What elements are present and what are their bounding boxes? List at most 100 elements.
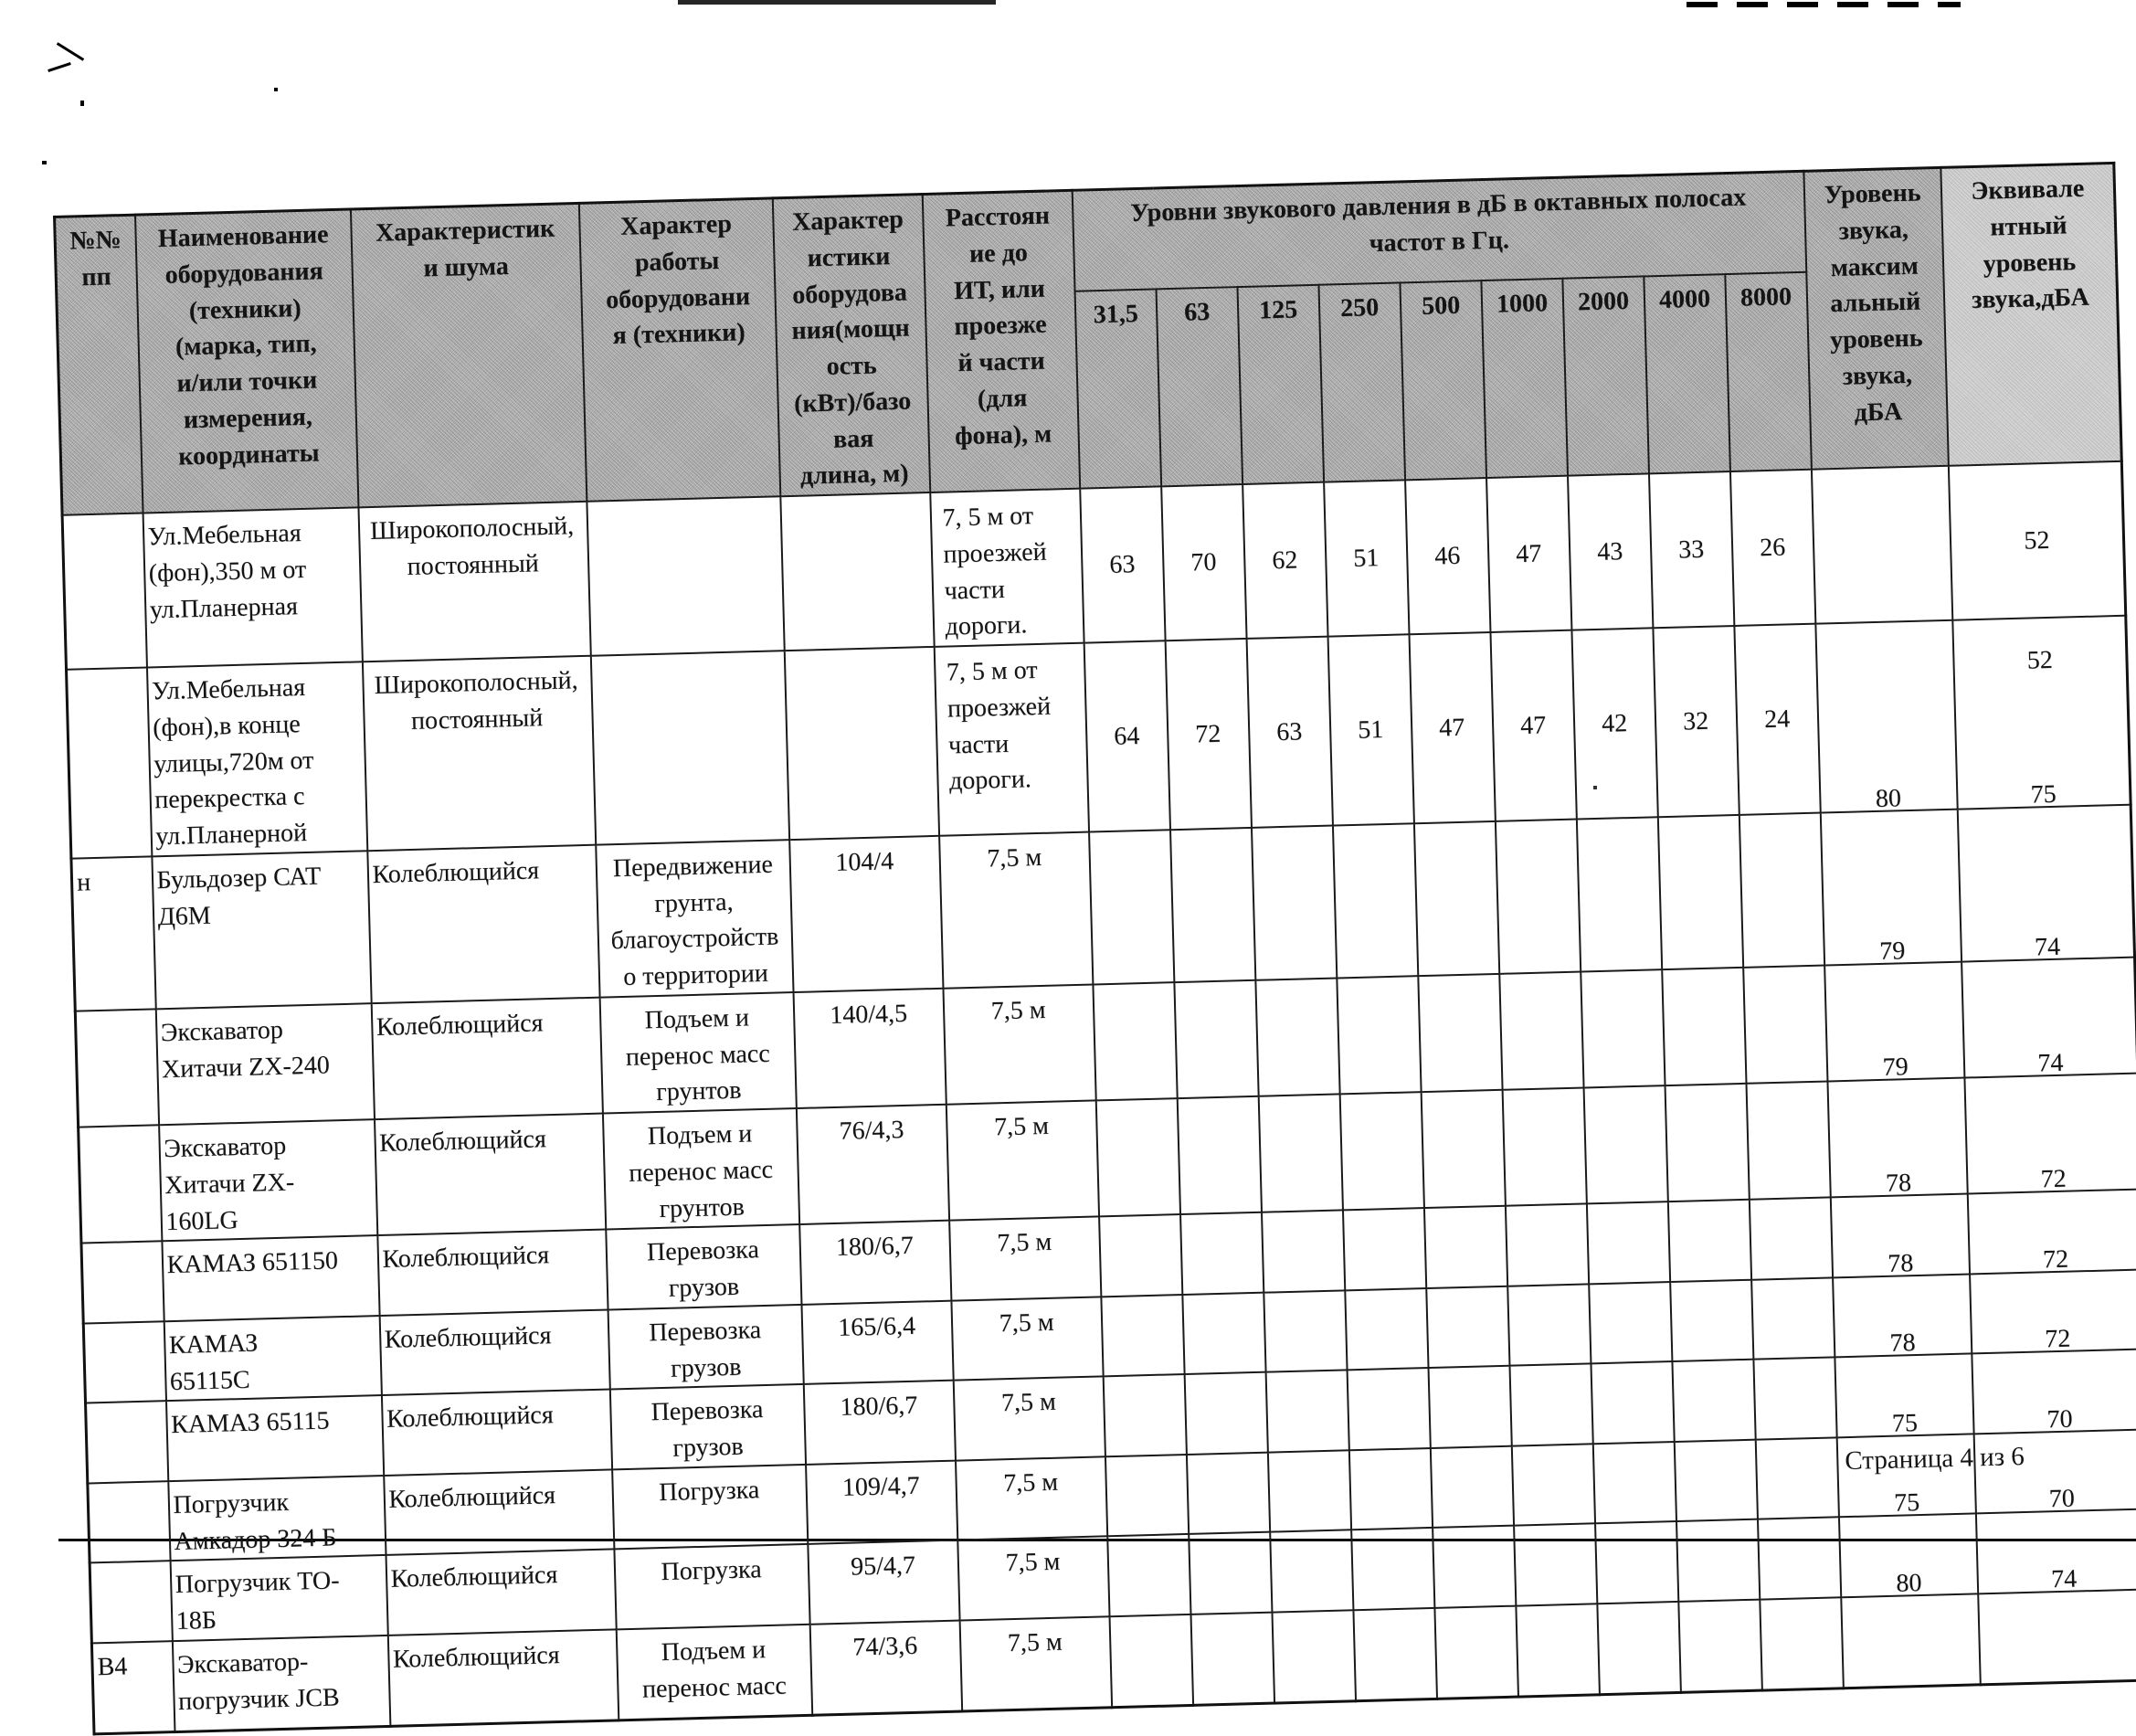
freq-cell (1181, 1292, 1266, 1375)
max-level-value: 78 (1889, 1328, 1916, 1359)
cell-name: Погрузчик Амкадор 324 Б (167, 1475, 386, 1561)
max-level-value: 78 (1885, 1169, 1912, 1199)
freq-cell (1742, 965, 1828, 1084)
freq-cell (1661, 967, 1746, 1086)
freq-cell (1263, 1290, 1348, 1372)
cell-eq-level: 74 (1977, 1564, 2136, 1686)
freq-cell (1342, 1208, 1426, 1291)
freq-cell (1271, 1610, 1356, 1704)
freq-cell (1757, 1517, 1841, 1600)
cell-equip-char (784, 646, 939, 840)
freq-cell (1423, 1206, 1507, 1288)
cell-name: Экскаватор Хитачи ZX- 160LG (158, 1119, 377, 1242)
freq-cell: 26 (1729, 469, 1815, 626)
cell-distance: 7,5 м (946, 1100, 1099, 1221)
cell-distance: 7,5 м (948, 1216, 1101, 1301)
freq-cell (1676, 1519, 1760, 1602)
freq-header: 31,5 (1074, 289, 1161, 489)
freq-cell (1495, 819, 1581, 974)
freq-cell: 47 (1486, 475, 1571, 632)
freq-cell (1511, 1444, 1595, 1526)
cell-work-char: Перевозка грузов (608, 1304, 804, 1390)
freq-cell (1177, 1096, 1262, 1215)
freq-cell (1502, 1087, 1587, 1207)
cell-equip-char: 180/6,7 (803, 1380, 956, 1465)
freq-cell (1759, 1597, 1844, 1691)
freq-cell (1671, 1359, 1756, 1442)
freq-cell (1098, 1214, 1182, 1297)
scan-artifact-dot (1593, 786, 1597, 789)
freq-cell: 32 (1652, 625, 1739, 818)
cell-distance: 7,5 м (950, 1297, 1104, 1381)
cell-work-char: Подъем и перенос масс грунтов (602, 1108, 799, 1230)
eq-level-value: 74 (2050, 1564, 2078, 1594)
freq-header: 2000 (1561, 276, 1649, 476)
freq-header: 500 (1399, 281, 1486, 481)
freq-cell (1269, 1530, 1353, 1613)
cell-work-char (586, 496, 785, 656)
cell-num (80, 1241, 164, 1324)
freq-cell (1088, 829, 1174, 985)
col-header-work-char: Характер работы оборудовани я (техники) (578, 197, 780, 502)
scan-artifact-scribble (56, 42, 85, 61)
cell-num (75, 1009, 159, 1127)
freq-cell: 46 (1404, 478, 1490, 635)
cell-name: КАМАЗ 651150 (161, 1235, 380, 1321)
freq-cell (1092, 981, 1178, 1101)
freq-cell (1173, 979, 1259, 1099)
freq-cell: 33 (1648, 471, 1734, 629)
freq-cell (1100, 1294, 1185, 1377)
freq-cell (1677, 1599, 1762, 1693)
freq-cell: 72 (1165, 638, 1252, 830)
cell-noise-char: Колеблющийся (386, 1549, 617, 1635)
cell-distance: 7,5 м (953, 1376, 1105, 1461)
max-level-value: 75 (1893, 1488, 1920, 1518)
cell-name: Ул.Мебельная (фон),в конце улицы,720м от… (146, 662, 367, 857)
cell-noise-char: Широкополосный, постоянный (357, 501, 591, 662)
freq-cell (1752, 1357, 1837, 1440)
scan-artifact-dot (80, 101, 84, 106)
freq-cell (1594, 1521, 1678, 1604)
col-header-eq-level: Эквивале нтный уровень звука,дБА (1940, 163, 2122, 466)
cell-work-char: Перевозка грузов (605, 1224, 801, 1310)
freq-cell: 63 (1079, 486, 1166, 643)
max-level-value: 78 (1887, 1248, 1914, 1278)
cell-noise-char: Колеблющийся (383, 1469, 614, 1556)
freq-cell (1425, 1286, 1510, 1369)
freq-cell (1265, 1370, 1349, 1453)
freq-cell (1169, 827, 1255, 982)
freq-cell (1507, 1284, 1591, 1366)
freq-cell: 42 (1570, 628, 1658, 820)
col-header-levels-group: Уровни звукового давления в дБ в октавны… (1072, 171, 1806, 291)
freq-cell (1190, 1612, 1274, 1706)
cell-noise-char: Колеблющийся (381, 1389, 612, 1476)
cell-max-level (1811, 465, 1952, 624)
cell-equip-char: 165/6,4 (800, 1300, 954, 1385)
freq-cell (1348, 1447, 1433, 1530)
eq-level-value: 74 (2034, 932, 2061, 962)
freq-cell: 51 (1327, 634, 1414, 826)
col-header-equip-char: Характер истики оборудова ния(мощн ость … (772, 194, 930, 497)
cell-work-char (590, 651, 789, 845)
freq-cell (1665, 1083, 1750, 1202)
freq-cell: 43 (1567, 473, 1653, 630)
freq-cell (1109, 1614, 1193, 1708)
eq-level-value: 70 (2046, 1404, 2073, 1434)
cell-num (90, 1561, 173, 1644)
freq-cell (1332, 822, 1418, 979)
freq-cell: 62 (1242, 482, 1328, 639)
cell-equip-char (779, 492, 935, 651)
freq-cell (1352, 1607, 1437, 1701)
freq-cell (1657, 814, 1743, 969)
cell-name: Погрузчик ТО- 18Б (170, 1555, 388, 1641)
freq-cell: 64 (1084, 640, 1170, 832)
cell-name: Ул.Мебельная (фон),350 м от ул.Планерная (143, 507, 363, 668)
max-level-value: 80 (1896, 1568, 1922, 1598)
freq-cell (1586, 1201, 1670, 1285)
freq-header: 8000 (1724, 271, 1812, 472)
max-level-value: 75 (1891, 1408, 1919, 1438)
cell-num (66, 667, 152, 859)
freq-cell (1261, 1210, 1345, 1293)
cell-work-char: Подъем и перенос масс грунтов (599, 991, 797, 1114)
freq-header: 250 (1317, 282, 1405, 482)
